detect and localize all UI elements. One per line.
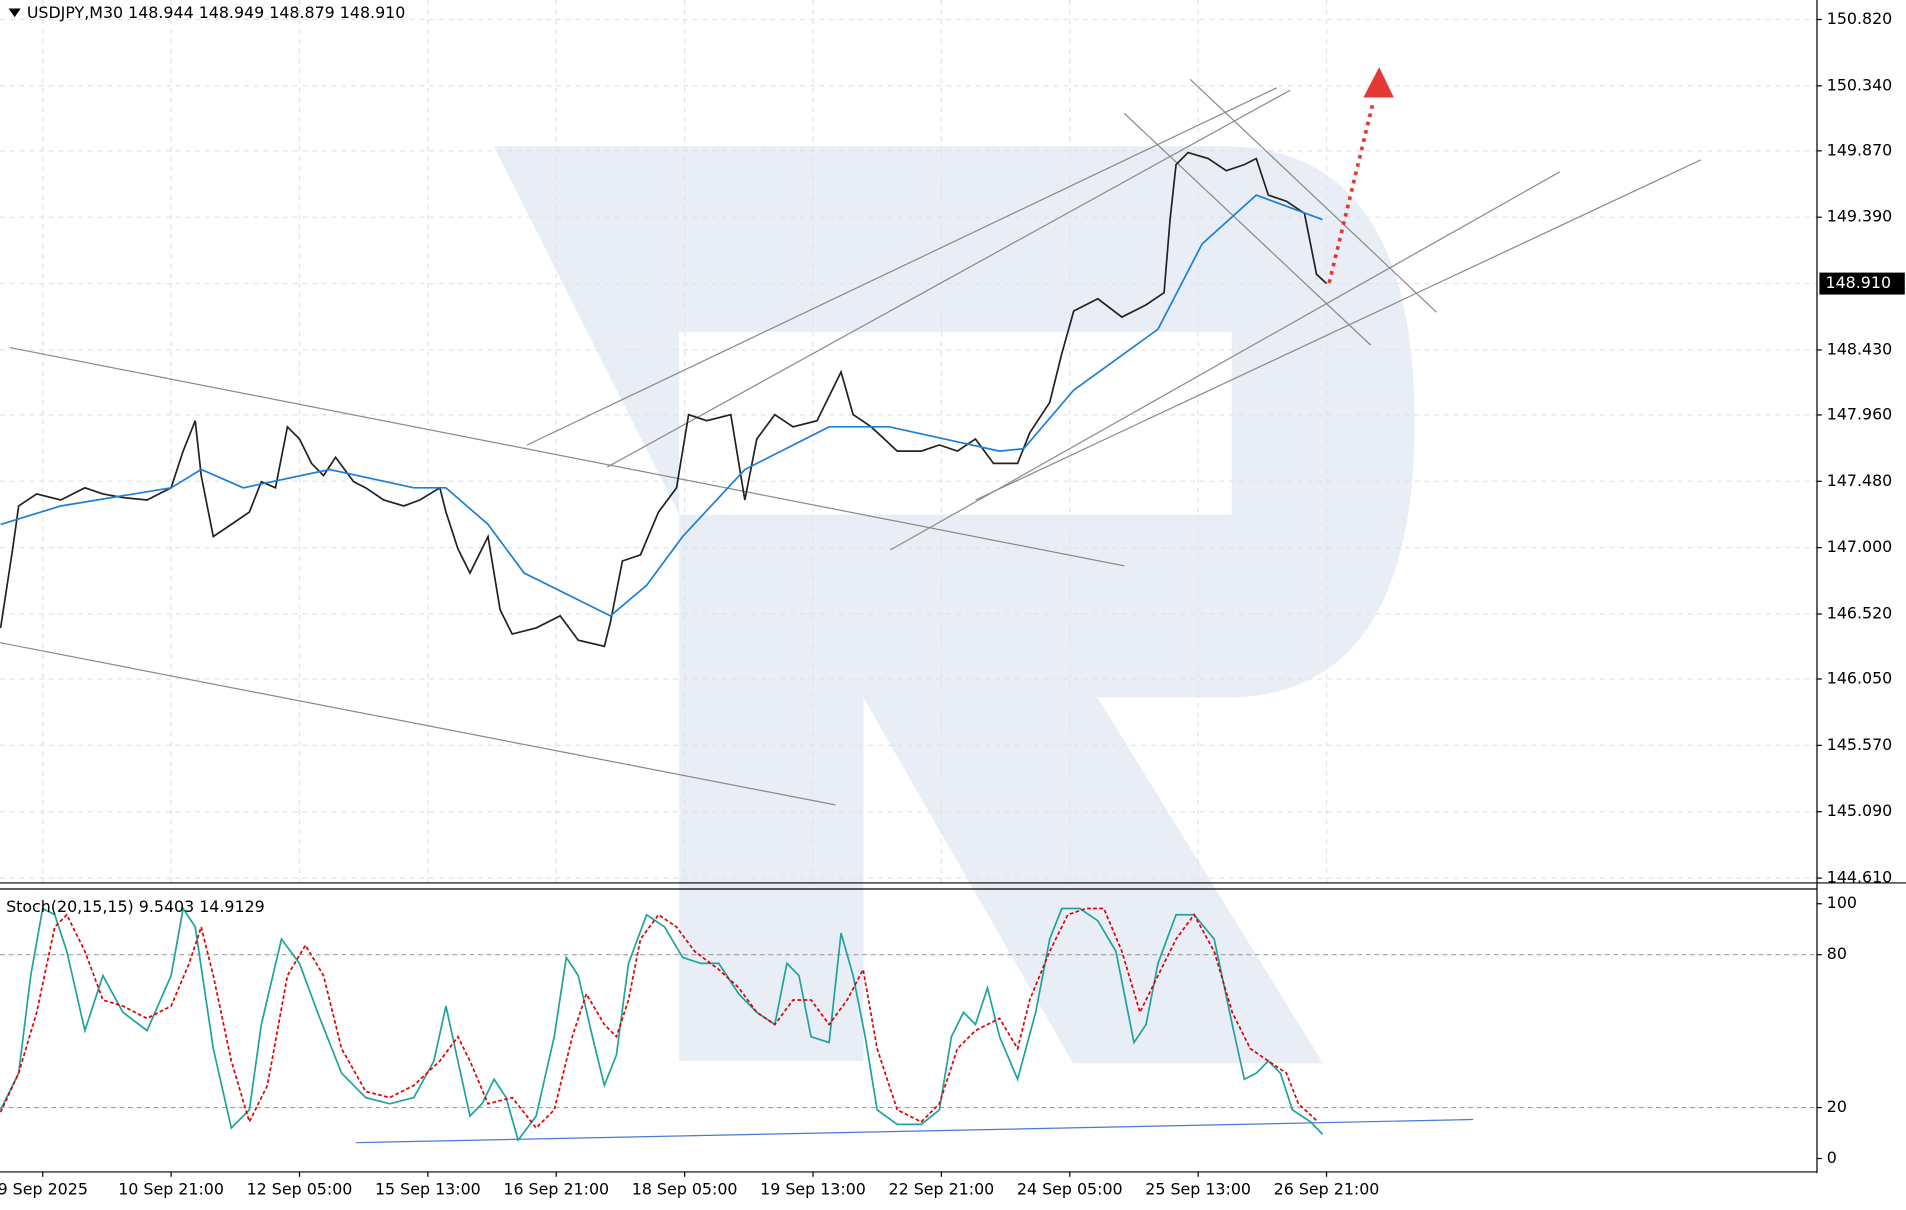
plot [0, 151, 1328, 1143]
y-tick-label: 145.570 [1827, 735, 1893, 754]
y-tick-label: 20 [1827, 1097, 1847, 1116]
trend-line [1123, 112, 1372, 346]
watermark-leg [863, 697, 1324, 1064]
x-tick-label: 19 Sep 13:00 [760, 1180, 866, 1199]
price-label: 148.910 [1826, 273, 1892, 292]
price-label-box [1819, 272, 1905, 295]
y-tick-label: 0 [1827, 1148, 1837, 1167]
trend-line [889, 171, 1560, 551]
x-tick-label: 25 Sep 13:00 [1145, 1180, 1251, 1199]
y-tick-label: 150.340 [1827, 75, 1893, 94]
x-tick-label: 15 Sep 13:00 [375, 1180, 481, 1199]
y-tick-label: 148.430 [1827, 339, 1893, 358]
y-tick-label: 150.820 [1827, 9, 1893, 28]
trend-line [9, 346, 1125, 567]
x-tick-label: 22 Sep 21:00 [889, 1180, 995, 1199]
y-tick-label: 147.480 [1827, 471, 1893, 490]
y-tick-label: 149.390 [1827, 207, 1893, 226]
trend-lines [0, 67, 1702, 1144]
trend-line [526, 87, 1278, 446]
y-tick-label: 80 [1827, 944, 1847, 963]
stoch-support-line [356, 1118, 1474, 1144]
x-tick-label: 10 Sep 21:00 [118, 1180, 224, 1199]
x-tick-label: 26 Sep 21:00 [1274, 1180, 1380, 1199]
forecast-arrow [1327, 102, 1375, 284]
y-tick-label: 147.960 [1827, 404, 1893, 423]
forecast-arrowhead [1363, 67, 1394, 98]
symbol-icon [8, 8, 21, 18]
chart-title: USDJPY,M30 148.944 148.949 148.879 148.9… [27, 3, 405, 22]
x-tick-label: 9 Sep 2025 [0, 1180, 88, 1199]
y-tick-label: 144.610 [1827, 868, 1893, 887]
series-line [0, 151, 1328, 648]
watermark-shape [493, 146, 1415, 1061]
trend-line [0, 642, 836, 806]
trend-line [606, 89, 1291, 468]
y-tick-label: 146.520 [1827, 604, 1893, 623]
y-tick-label: 145.090 [1827, 801, 1893, 820]
series-line [0, 906, 1324, 1143]
grid [0, 0, 1817, 1109]
x-tick-label: 18 Sep 05:00 [632, 1180, 738, 1199]
x-tick-label: 16 Sep 21:00 [503, 1180, 609, 1199]
series-line [0, 907, 1318, 1130]
y-tick-label: 149.870 [1827, 140, 1893, 159]
y-tick-label: 100 [1827, 893, 1857, 912]
y-tick-label: 147.000 [1827, 537, 1893, 556]
trend-line [1189, 78, 1437, 313]
watermark [493, 146, 1415, 1064]
series-line [0, 194, 1323, 617]
x-tick-label: 12 Sep 05:00 [247, 1180, 353, 1199]
x-tick-label: 24 Sep 05:00 [1017, 1180, 1123, 1199]
y-tick-label: 146.050 [1827, 668, 1893, 687]
indicator-title: Stoch(20,15,15) 9.5403 14.9129 [6, 897, 265, 916]
trend-line [975, 159, 1702, 501]
